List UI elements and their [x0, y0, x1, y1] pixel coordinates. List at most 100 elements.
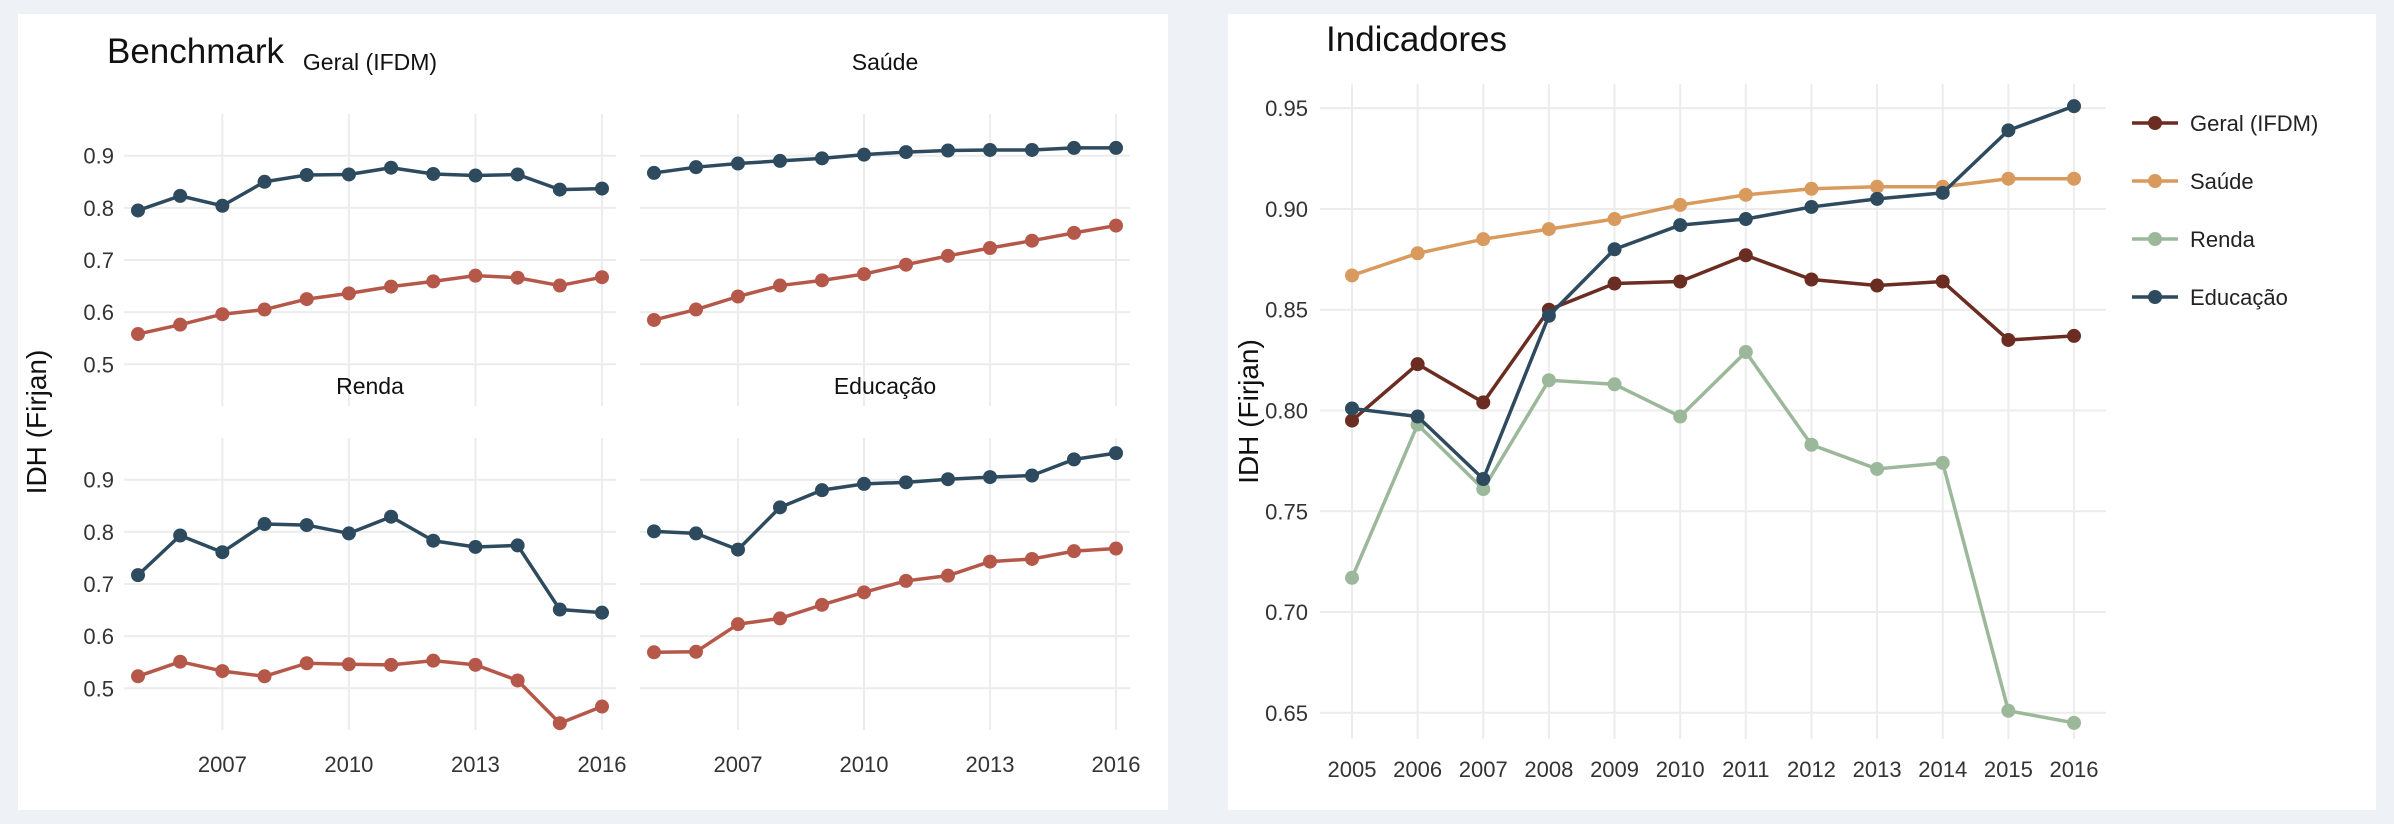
data-point — [1804, 437, 1819, 452]
facet-title: Educação — [834, 373, 936, 399]
series-line — [137, 273, 603, 336]
data-point — [341, 286, 356, 301]
y-tick-label: 0.5 — [83, 676, 114, 701]
data-point — [510, 673, 525, 688]
data-point — [1870, 179, 1885, 194]
data-point — [1738, 248, 1753, 263]
data-point — [731, 542, 745, 557]
data-point — [1804, 181, 1819, 196]
data-point — [983, 142, 997, 157]
data-point — [983, 470, 997, 485]
x-tick-label: 2016 — [1092, 752, 1141, 777]
data-point — [689, 160, 703, 175]
data-point — [647, 312, 661, 327]
data-point — [1870, 191, 1885, 206]
data-point — [2001, 123, 2016, 138]
y-tick-label: 0.6 — [83, 624, 114, 649]
x-tick-label: 2012 — [1787, 757, 1836, 782]
facet-title: Saúde — [852, 49, 919, 75]
data-point — [173, 528, 188, 543]
data-point — [1067, 452, 1081, 467]
data-point — [941, 472, 955, 487]
data-point — [552, 278, 567, 293]
data-point — [689, 644, 703, 659]
data-point — [815, 273, 829, 288]
series-line — [1350, 350, 2075, 725]
data-point — [1410, 357, 1425, 372]
data-point — [941, 248, 955, 263]
data-point — [815, 597, 829, 612]
legend-swatch-point — [2148, 232, 2162, 246]
series-line — [136, 514, 603, 615]
benchmark-panel: Benchmark IDH (Firjan) Geral (IFDM) 0.5 0.6… — [18, 14, 1168, 810]
data-point — [131, 203, 145, 218]
x-tick-label: 2007 — [714, 752, 763, 777]
data-point — [1345, 570, 1359, 585]
data-point — [815, 483, 829, 498]
data-point — [595, 270, 609, 285]
data-point — [384, 160, 399, 175]
data-point — [1673, 409, 1688, 424]
data-point — [1738, 345, 1753, 360]
data-point — [1738, 212, 1753, 227]
data-point — [857, 147, 871, 162]
y-tick-label: 0.75 — [1265, 499, 1308, 524]
facet-title: Renda — [336, 373, 404, 399]
data-point — [468, 657, 483, 672]
legend-swatch-point — [2148, 174, 2162, 188]
data-point — [384, 279, 399, 294]
data-point — [647, 524, 661, 539]
x-tick-label: 2005 — [1328, 757, 1377, 782]
data-point — [510, 167, 525, 182]
data-point — [1804, 199, 1819, 214]
data-point — [1345, 413, 1359, 428]
data-point — [299, 518, 314, 533]
data-point — [899, 573, 913, 588]
data-point — [595, 605, 609, 620]
data-point — [552, 182, 567, 197]
data-point — [1025, 142, 1039, 157]
legend-label: Renda — [2190, 227, 2256, 252]
data-point — [647, 165, 661, 180]
data-point — [1109, 140, 1123, 155]
data-point — [595, 181, 609, 196]
data-point — [215, 307, 230, 322]
y-tick-label: 0.65 — [1265, 701, 1308, 726]
y-tick-label: 0.9 — [83, 468, 114, 493]
data-point — [257, 669, 272, 684]
data-point — [595, 699, 609, 714]
series-line — [137, 658, 603, 725]
data-point — [1109, 541, 1123, 556]
data-point — [341, 167, 356, 182]
data-point — [426, 166, 441, 181]
series-line — [1350, 253, 2075, 422]
data-point — [215, 664, 230, 679]
data-point — [857, 585, 871, 600]
data-point — [299, 292, 314, 307]
indicadores-title: Indicadores — [1326, 20, 1507, 59]
data-point — [468, 168, 483, 183]
data-point — [426, 274, 441, 289]
data-point — [1476, 395, 1491, 410]
data-point — [1476, 482, 1491, 497]
y-tick-label: 0.85 — [1265, 298, 1308, 323]
y-tick-label: 0.9 — [83, 144, 114, 169]
x-tick-label: 2006 — [1393, 757, 1442, 782]
x-tick-label: 2010 — [840, 752, 889, 777]
y-tick-label: 0.70 — [1265, 600, 1308, 625]
x-tick-label: 2007 — [198, 752, 247, 777]
data-point — [857, 476, 871, 491]
data-point — [2001, 171, 2016, 186]
data-point — [941, 143, 955, 158]
data-point — [1935, 455, 1950, 470]
data-point — [1935, 185, 1950, 200]
data-point — [1067, 225, 1081, 240]
data-point — [468, 268, 483, 283]
data-point — [384, 657, 399, 672]
y-axis-label: IDH (Firjan) — [21, 350, 52, 495]
data-point — [815, 151, 829, 166]
y-axis-label: IDH (Firjan) — [1233, 339, 1264, 484]
data-point — [1476, 232, 1491, 247]
x-tick-label: 2011 — [1722, 757, 1769, 782]
y-tick-label: 0.5 — [83, 352, 114, 377]
